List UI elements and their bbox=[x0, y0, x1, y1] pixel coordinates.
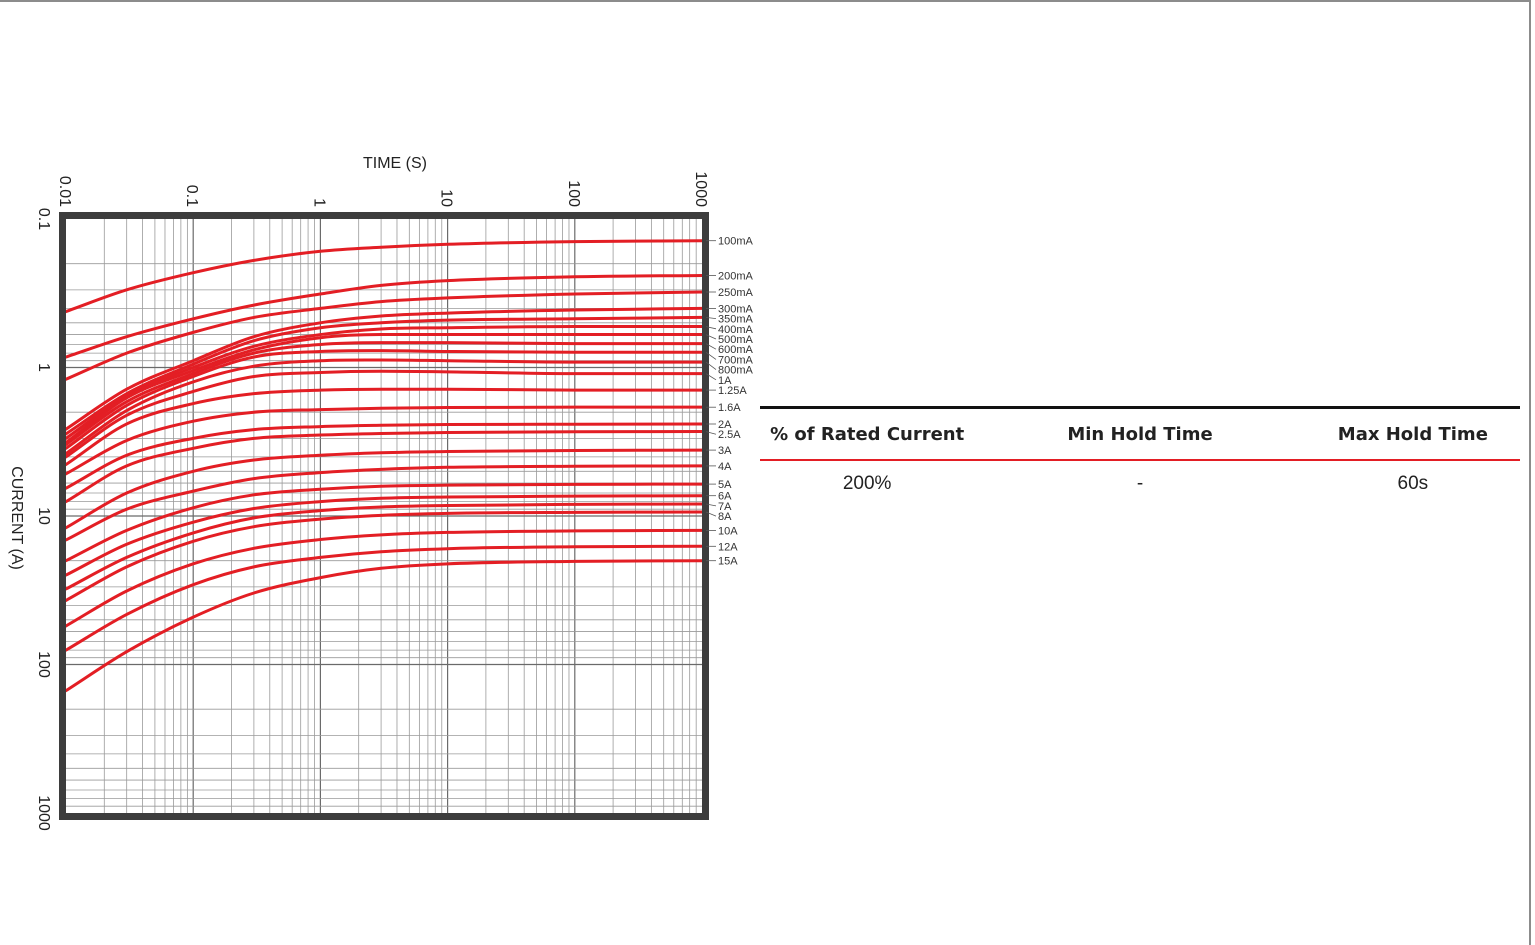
cell-min-hold-time: - bbox=[1136, 473, 1144, 494]
series-label-leader bbox=[705, 511, 717, 517]
curve-400mA bbox=[64, 325, 704, 440]
curve-15A bbox=[64, 559, 704, 693]
curve-350mA bbox=[64, 315, 704, 436]
series-label: 15A bbox=[718, 556, 738, 568]
x-tick-labels: 0.01 0.1 1 10 100 1000 bbox=[56, 171, 709, 207]
y-axis-title: CURRENT (A) bbox=[8, 466, 25, 570]
series-label: 10A bbox=[718, 525, 738, 537]
y-tick-label: 10 bbox=[35, 507, 52, 525]
x-tick-label: 10 bbox=[438, 189, 455, 207]
curve-4A bbox=[64, 464, 704, 542]
curve-3A bbox=[64, 448, 704, 530]
curve-8A bbox=[64, 510, 704, 602]
series-label: 600mA bbox=[718, 344, 754, 356]
curve-10A bbox=[64, 528, 704, 628]
curve-800mA bbox=[64, 358, 704, 456]
series-label: 2.5A bbox=[718, 429, 741, 441]
y-tick-label: 100 bbox=[35, 651, 52, 678]
series-label: 3A bbox=[718, 445, 732, 457]
series-label: 350mA bbox=[718, 314, 754, 326]
curve-250mA bbox=[64, 290, 704, 381]
series-label-leader bbox=[705, 503, 717, 507]
curve-600mA bbox=[64, 341, 704, 446]
y-tick-label: 0.1 bbox=[35, 208, 52, 230]
series-label: 1.25A bbox=[718, 385, 747, 397]
series-labels: 100mA 200mA 250mA 300mA350mA400mA500mA600mA… bbox=[705, 236, 754, 568]
curve-700mA bbox=[64, 349, 704, 450]
chart-curves bbox=[64, 239, 704, 693]
curve-500mA bbox=[64, 333, 704, 445]
curve-1.6A bbox=[64, 405, 704, 476]
header-max-hold-time: Max Hold Time bbox=[1337, 423, 1488, 445]
curve-12A bbox=[64, 544, 704, 652]
series-label-leader bbox=[705, 317, 717, 319]
series-label: 250mA bbox=[718, 287, 754, 299]
table-row: 200% - 60s bbox=[760, 461, 1520, 507]
series-label-leader bbox=[705, 351, 717, 360]
series-label: 7A bbox=[718, 501, 732, 513]
x-tick-label: 0.1 bbox=[183, 185, 200, 207]
curve-5A bbox=[64, 482, 704, 563]
curve-2A bbox=[64, 422, 704, 490]
curve-300mA bbox=[64, 306, 704, 431]
series-label: 300mA bbox=[718, 303, 754, 315]
curve-100mA bbox=[64, 239, 704, 314]
x-tick-label: 100 bbox=[565, 180, 582, 207]
curve-2.5A bbox=[64, 430, 704, 504]
curve-7A bbox=[64, 502, 704, 591]
y-tick-label: 1000 bbox=[35, 795, 52, 831]
series-label: 800mA bbox=[718, 365, 754, 377]
series-label: 5A bbox=[718, 479, 732, 491]
y-tick-labels: 0.1 1 10 100 1000 bbox=[35, 208, 52, 831]
series-label-leader bbox=[705, 326, 717, 330]
curve-1.25A bbox=[64, 387, 704, 466]
series-label: 1A bbox=[718, 375, 732, 387]
x-tick-label: 1000 bbox=[692, 171, 709, 207]
series-label: 500mA bbox=[718, 334, 754, 346]
series-label: 700mA bbox=[718, 354, 754, 366]
series-label-leader bbox=[705, 361, 717, 370]
series-label: 100mA bbox=[718, 236, 754, 248]
series-label: 8A bbox=[718, 511, 732, 523]
header-min-hold-time: Min Hold Time bbox=[1067, 423, 1213, 445]
x-tick-label: 0.01 bbox=[56, 176, 73, 207]
series-label-leader bbox=[705, 431, 717, 435]
series-label: 4A bbox=[718, 461, 732, 473]
series-label-leader bbox=[705, 334, 717, 340]
hold-time-table: % of Rated Current Min Hold Time Max Hol… bbox=[760, 406, 1520, 507]
x-tick-label: 1 bbox=[310, 198, 327, 207]
curve-1A bbox=[64, 369, 704, 459]
series-label: 6A bbox=[718, 491, 732, 503]
curve-200mA bbox=[64, 273, 704, 359]
series-label: 1.6A bbox=[718, 402, 741, 414]
curve-6A bbox=[64, 494, 704, 577]
series-label: 12A bbox=[718, 541, 738, 553]
header-rated-current: % of Rated Current bbox=[770, 423, 965, 445]
table-header-row: % of Rated Current Min Hold Time Max Hol… bbox=[760, 406, 1520, 461]
series-label-leader bbox=[705, 343, 717, 350]
x-axis-title: TIME (S) bbox=[363, 155, 427, 172]
cell-max-hold-time: 60s bbox=[1397, 473, 1429, 494]
plot-border bbox=[59, 212, 709, 820]
series-label: 400mA bbox=[718, 324, 754, 336]
series-label: 200mA bbox=[718, 271, 754, 283]
cell-rated-current: 200% bbox=[842, 473, 892, 494]
series-label: 2A bbox=[718, 419, 732, 431]
series-label-leader bbox=[705, 373, 717, 381]
y-tick-label: 1 bbox=[35, 363, 52, 372]
